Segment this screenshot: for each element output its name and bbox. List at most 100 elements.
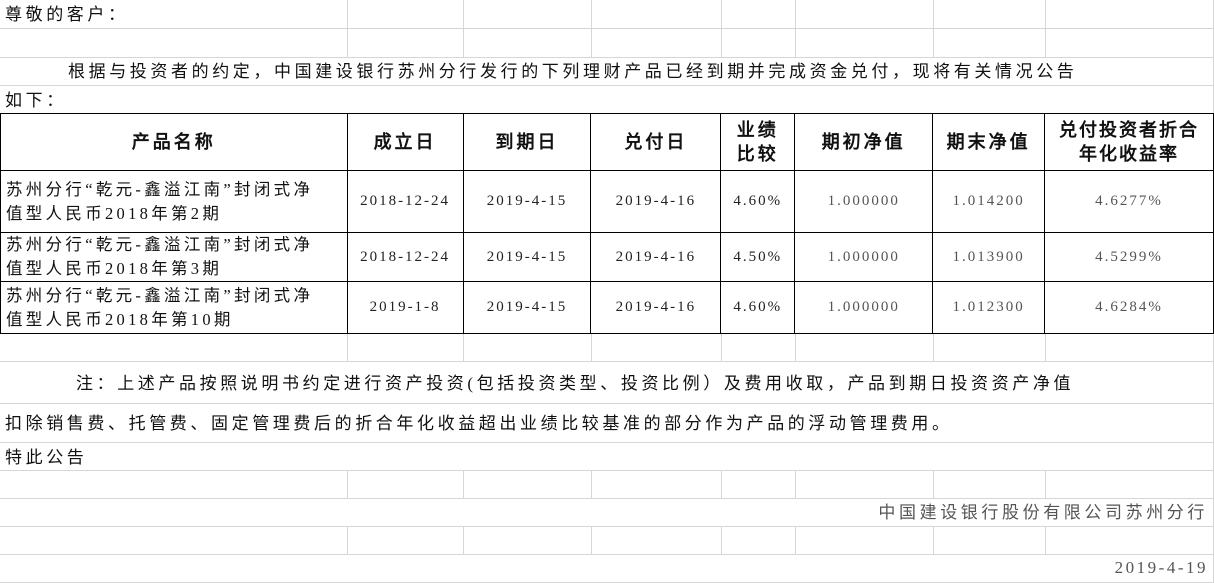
gridline (933, 332, 934, 361)
gridline (1045, 28, 1046, 57)
gridline (795, 526, 796, 554)
product-name: 苏州分行“乾元-鑫溢江南”封闭式净 值型人民币2018年第2期 (0, 170, 348, 233)
gridline (591, 0, 592, 28)
gridline (0, 442, 1214, 443)
gridline (0, 554, 1214, 555)
gridline (463, 28, 464, 57)
gridline (0, 498, 1214, 499)
table-row: 苏州分行“乾元-鑫溢江南”封闭式净 值型人民币2018年第3期 2018-12-2… (0, 232, 1214, 282)
gridline (0, 28, 1214, 29)
gridline (933, 526, 934, 554)
product-name-line2: 值型人民币2018年第10期 (6, 309, 234, 329)
header-yield-line1: 兑付投资者折合 (1059, 120, 1200, 140)
gridline (795, 28, 796, 57)
payment-date: 2019-4-16 (590, 232, 722, 282)
annual-yield: 4.6284% (1044, 281, 1214, 334)
gridline (591, 526, 592, 554)
gridline (795, 332, 796, 361)
header-yield-line2: 年化收益率 (1079, 144, 1180, 164)
gridline (1045, 470, 1046, 498)
gridline (721, 28, 722, 57)
gridline (347, 526, 348, 554)
gridline (347, 0, 348, 28)
intro-line-2: 如下： (5, 91, 67, 110)
maturity-date: 2019-4-15 (462, 170, 592, 233)
gridline (347, 470, 348, 498)
product-name-line1: 苏州分行“乾元-鑫溢江南”封闭式净 (6, 179, 314, 199)
header-maturity-date: 到期日 (462, 113, 592, 171)
maturity-date: 2019-4-15 (462, 232, 592, 282)
product-name: 苏州分行“乾元-鑫溢江南”封闭式净 值型人民币2018年第10期 (0, 281, 348, 334)
annual-yield: 4.5299% (1044, 232, 1214, 282)
benchmark: 4.50% (720, 232, 796, 282)
table-header-row: 产品名称 成立日 到期日 兑付日 业绩比较 期初净值 期末净值 兑付投资者折合年… (0, 113, 1214, 171)
gridline (463, 470, 464, 498)
gridline (721, 0, 722, 28)
gridline (721, 526, 722, 554)
gridline (0, 85, 1214, 86)
initial-nav: 1.000000 (794, 281, 934, 334)
start-date: 2018-12-24 (346, 232, 464, 282)
signature: 中国建设银行股份有限公司苏州分行 (878, 503, 1208, 522)
final-nav: 1.012300 (932, 281, 1046, 334)
product-name-line2: 值型人民币2018年第3期 (6, 259, 223, 278)
header-benchmark-line2: 比较 (736, 144, 779, 164)
table-row: 苏州分行“乾元-鑫溢江南”封闭式净 值型人民币2018年第2期 2018-12-2… (0, 170, 1214, 233)
gridline (0, 526, 1214, 527)
initial-nav: 1.000000 (794, 232, 934, 282)
gridline (933, 28, 934, 57)
greeting: 尊敬的客户： (5, 5, 129, 24)
header-benchmark-line1: 业绩 (736, 120, 779, 140)
gridline (933, 470, 934, 498)
gridline (721, 332, 722, 361)
gridline (0, 403, 1214, 404)
gridline (1045, 526, 1046, 554)
product-name-line2: 值型人民币2018年第2期 (6, 203, 223, 223)
gridline (0, 470, 1214, 471)
gridline (1045, 332, 1046, 361)
gridline (795, 470, 796, 498)
gridline (1045, 0, 1046, 28)
closing: 特此公告 (5, 448, 88, 467)
gridline (591, 28, 592, 57)
start-date: 2018-12-24 (346, 170, 464, 233)
header-initial-nav: 期初净值 (794, 113, 934, 171)
payment-date: 2019-4-16 (590, 170, 722, 233)
product-name-line1: 苏州分行“乾元-鑫溢江南”封闭式净 (6, 235, 314, 254)
header-annual-yield: 兑付投资者折合 年化收益率 (1044, 113, 1214, 171)
product-name: 苏州分行“乾元-鑫溢江南”封闭式净 值型人民币2018年第3期 (0, 232, 348, 282)
gridline (933, 0, 934, 28)
note-line-2: 扣除销售费、托管费、固定管理费后的折合年化收益超出业绩比较基准的部分作为产品的浮… (5, 414, 953, 433)
payment-date: 2019-4-16 (590, 281, 722, 334)
benchmark: 4.60% (720, 170, 796, 233)
gridline (795, 0, 796, 28)
header-start-date: 成立日 (346, 113, 464, 171)
header-final-nav: 期末净值 (932, 113, 1046, 171)
table-row: 苏州分行“乾元-鑫溢江南”封闭式净 值型人民币2018年第10期 2019-1-8… (0, 281, 1214, 334)
gridline (347, 28, 348, 57)
gridline (0, 361, 1214, 362)
gridline (463, 0, 464, 28)
gridline (463, 332, 464, 361)
final-nav: 1.013900 (932, 232, 1046, 282)
gridline (591, 470, 592, 498)
benchmark: 4.60% (720, 281, 796, 334)
header-benchmark: 业绩 比较 (720, 113, 796, 171)
start-date: 2019-1-8 (346, 281, 464, 334)
product-name-line1: 苏州分行“乾元-鑫溢江南”封闭式净 (6, 285, 314, 305)
intro-line-1: 根据与投资者的约定，中国建设银行苏州分行发行的下列理财产品已经到期并完成资金兑付… (68, 62, 1078, 81)
product-table: 产品名称 成立日 到期日 兑付日 业绩比较 期初净值 期末净值 兑付投资者折合年… (0, 113, 1214, 334)
note-line-1: 注：上述产品按照说明书约定进行资产投资(包括投资类型、投资比例）及费用收取，产品… (76, 374, 1075, 393)
header-product-name: 产品名称 (0, 113, 348, 171)
gridline (463, 526, 464, 554)
gridline (721, 470, 722, 498)
annual-yield: 4.6277% (1044, 170, 1214, 233)
initial-nav: 1.000000 (794, 170, 934, 233)
gridline (0, 57, 1214, 58)
gridline (347, 332, 348, 361)
final-nav: 1.014200 (932, 170, 1046, 233)
gridline (591, 332, 592, 361)
maturity-date: 2019-4-15 (462, 281, 592, 334)
date: 2019-4-19 (1114, 558, 1208, 577)
header-payment-date: 兑付日 (590, 113, 722, 171)
